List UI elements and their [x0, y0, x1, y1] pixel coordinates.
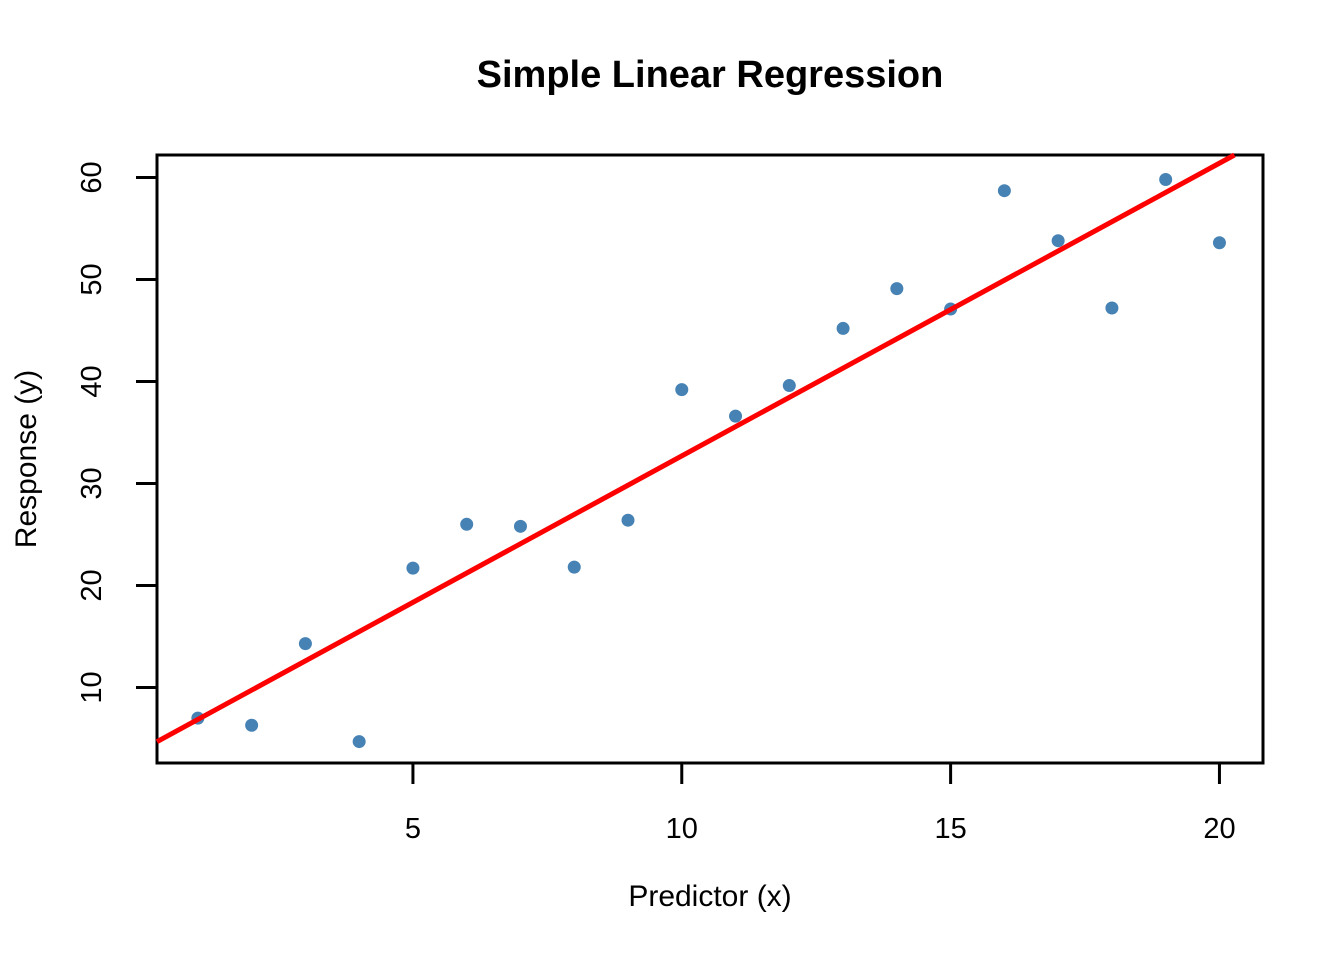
x-tick-label: 20 [1203, 813, 1235, 845]
data-point [245, 718, 259, 732]
data-point [406, 561, 420, 575]
data-point [997, 184, 1011, 198]
x-axis-title: Predictor (x) [628, 880, 792, 913]
data-point [298, 637, 312, 651]
chart-title: Simple Linear Regression [476, 54, 944, 96]
plot-box [155, 153, 1265, 765]
data-point [782, 379, 796, 393]
data-point [836, 321, 850, 335]
y-tick-label: 50 [76, 263, 108, 295]
data-point [729, 409, 743, 423]
y-tick-label: 10 [76, 671, 108, 703]
data-point [1105, 301, 1119, 315]
y-tick-label: 40 [76, 365, 108, 397]
y-tick-label: 60 [76, 161, 108, 193]
regression-line [155, 152, 1236, 744]
data-point [890, 282, 904, 296]
data-point [352, 735, 366, 749]
data-point [1212, 236, 1226, 250]
data-point [513, 519, 527, 533]
plot-elements: 5 10 15 20 10 20 30 40 50 60 [76, 152, 1265, 845]
x-tick-label: 10 [666, 813, 698, 845]
data-point [621, 513, 635, 527]
data-point [567, 560, 581, 574]
data-point [1159, 172, 1173, 186]
data-point [1051, 234, 1065, 248]
data-point [460, 517, 474, 531]
y-tick-label: 30 [76, 467, 108, 499]
y-tick-label: 20 [76, 569, 108, 601]
data-point [675, 383, 689, 397]
x-tick-label: 15 [934, 813, 966, 845]
x-tick-label: 5 [405, 813, 421, 845]
